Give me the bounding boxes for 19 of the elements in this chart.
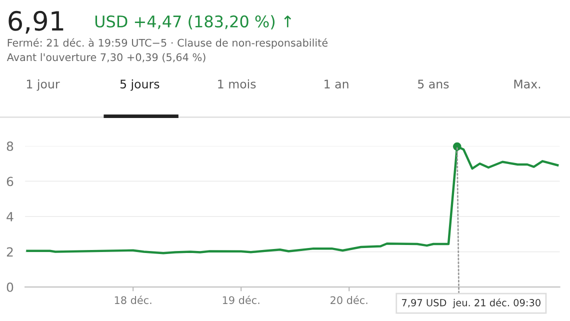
x-tick-label: 18 déc. (114, 296, 152, 304)
y-tick-label: 8 (6, 141, 14, 151)
x-tick-label: 19 déc. (222, 296, 260, 304)
text: Avant l'ouverture 7,30 +0,39 (5,64 %) (6, 53, 206, 62)
y-tick-label: 4 (6, 212, 14, 222)
text: Max. (514, 80, 540, 88)
y-tick-label: 2 (6, 247, 13, 256)
x-tick-label: 20 déc. (330, 296, 368, 304)
text: 5 jours (120, 79, 160, 91)
text: 5 ans (418, 80, 449, 88)
annotation: 7,97 USD jeu. 21 déc. 09:30 (402, 298, 540, 308)
text: Fermé: 21 déc. à 19:59 UTC−5 · Clause de non-responsabilité (8, 38, 328, 49)
chart-subtitle: USD +4,47 (183,20 %) ↑ (95, 15, 292, 30)
text: 1 jour (26, 79, 60, 91)
text: 1 an (324, 80, 348, 88)
y-tick-label: 6 (6, 176, 14, 186)
y-tick-label: 0 (6, 282, 14, 292)
chart-title: 6,91 (8, 10, 64, 34)
text: 1 mois (218, 79, 256, 88)
